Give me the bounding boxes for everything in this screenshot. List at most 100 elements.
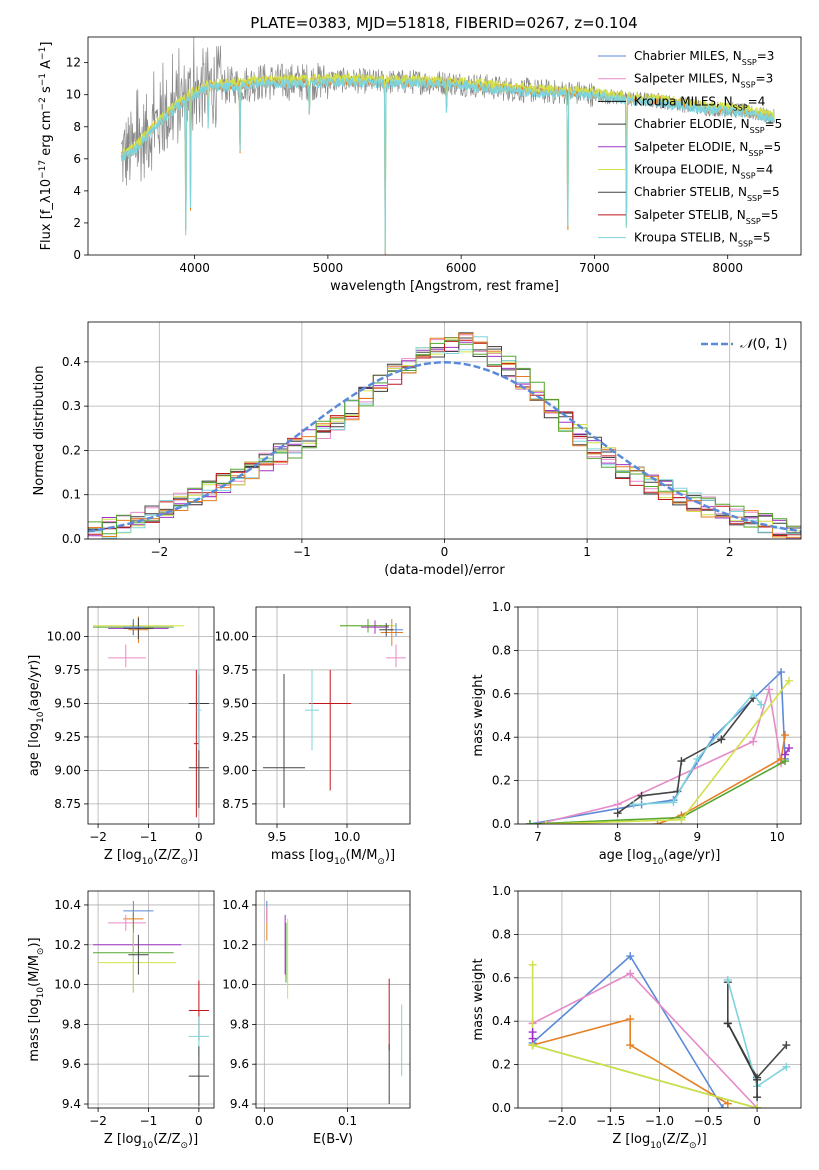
- series-salpeter_elodie: [528, 1028, 537, 1043]
- x-tick-label: 7000: [579, 261, 610, 275]
- y-tick-label: 1.0: [492, 884, 511, 898]
- x-axis-label: Z [log10(Z/Z⊙)]: [104, 848, 198, 867]
- x-tick-label: −1: [140, 1114, 158, 1128]
- y-tick-label: 2: [73, 216, 81, 230]
- x-tick-label: 2: [726, 545, 734, 559]
- data-point: [749, 737, 758, 746]
- age_vs_Z-grid: [88, 607, 214, 824]
- y-tick-label: 0.8: [492, 643, 511, 657]
- residuals-frame: [87, 321, 802, 540]
- series-line: [529, 760, 786, 824]
- data-point: [777, 668, 786, 677]
- y-tick-label: 0.0: [492, 817, 511, 831]
- x-tick-label: 6000: [446, 261, 477, 275]
- data-point: [626, 969, 635, 978]
- y-tick-label: 10.2: [54, 938, 81, 952]
- x-axis-label: Z [log10(Z/Z⊙)]: [104, 1132, 198, 1151]
- mass_vs_ebv-grid: [256, 891, 410, 1108]
- y-tick-label: 0.2: [62, 443, 81, 457]
- data-point: [782, 1062, 791, 1071]
- error-bar-point: [196, 669, 202, 751]
- series-line: [532, 1017, 729, 1105]
- spectrum-panel: 4000 5000 6000 7000 8000 0 2 4 6 8 10 12 wavelength …: [38, 36, 802, 294]
- y-tick-label: 0.0: [492, 1101, 511, 1115]
- y-tick-label: 9.6: [230, 1057, 249, 1071]
- histogram-green: [88, 339, 801, 535]
- error-bar-point: [379, 623, 394, 637]
- legend-label: Kroupa ELODIE, NSSP=4: [634, 163, 773, 181]
- data-point: [613, 809, 622, 818]
- x-tick-label: −2: [89, 1114, 107, 1128]
- error-bar-point: [386, 644, 406, 668]
- error-bar-point: [193, 669, 199, 818]
- legend-label-normal: 𝒩(0, 1): [740, 337, 787, 352]
- x-tick-label: 0: [195, 1114, 203, 1128]
- legend-label: Salpeter ELODIE, NSSP=5: [634, 140, 781, 158]
- y-tick-label: 9.75: [54, 663, 81, 677]
- x-tick-label: 0: [753, 1114, 761, 1128]
- series-kroupa_elodie: [541, 676, 794, 824]
- error-bar-point: [309, 669, 352, 791]
- error-bar-point: [93, 934, 182, 955]
- y-tick-label: 8.75: [54, 797, 81, 811]
- x-tick-label: −2.0: [547, 1114, 576, 1128]
- x-axis-label: mass [log10(M/M⊙)]: [271, 848, 395, 867]
- y-tick-label: 9.50: [54, 696, 81, 710]
- error-bar-point: [380, 619, 403, 646]
- x-tick-label: 1: [583, 545, 591, 559]
- y-tick-label: 0.4: [492, 1014, 511, 1028]
- data-point: [528, 960, 537, 969]
- x-tick-label: 7: [534, 830, 542, 844]
- series-orange: [528, 1015, 732, 1108]
- data-point: [541, 820, 550, 824]
- age_vs_mass-frame: [255, 606, 411, 825]
- mass_vs_ebv-plot-area: [266, 900, 403, 1105]
- y-tick-label: 8.75: [222, 797, 249, 811]
- data-point: [677, 815, 686, 824]
- histogram-salpeter_stelib: [88, 339, 801, 536]
- mass_vs_Z-plot-area: [93, 900, 209, 1107]
- y-tick-label: 10.0: [54, 978, 81, 992]
- data-point: [693, 754, 702, 763]
- x-tick-label: 9.5: [267, 830, 286, 844]
- spectrum-legend: Chabrier MILES, NSSP=3 Salpeter MILES, NS…: [598, 49, 782, 248]
- y-tick-label: 10.4: [54, 898, 81, 912]
- data-point: [626, 1015, 635, 1024]
- series-orange: [653, 731, 790, 824]
- mass-weight-vs-metallicity-panel: −2.0 −1.5 −1.0 −0.5 0 0.0 0.2 0.4 0.6 0.8 1.0 Z [lo…: [471, 884, 802, 1151]
- data-point: [781, 731, 790, 740]
- y-tick-label: 0.4: [492, 730, 511, 744]
- mass_vs_Z-grid: [88, 891, 214, 1108]
- y-tick-label: 9.00: [54, 763, 81, 777]
- model-spectrum-kroupa_stelib: [120, 76, 775, 254]
- mass_vs_Z-frame: [87, 890, 215, 1109]
- x-tick-label: 0: [441, 545, 449, 559]
- x-tick-label: 10.0: [334, 830, 361, 844]
- y-tick-label: 9.25: [222, 730, 249, 744]
- age_vs_mass-grid: [256, 607, 410, 824]
- data-point: [533, 820, 542, 824]
- legend-label: Kroupa MILES, NSSP=4: [634, 94, 765, 112]
- x-tick-label: −2: [89, 830, 107, 844]
- series-kroupa_stelib: [629, 689, 766, 809]
- data-point: [765, 685, 774, 694]
- x-tick-label: 0.1: [338, 1114, 357, 1128]
- legend-label: Chabrier MILES, NSSP=3: [634, 49, 774, 67]
- y-tick-label: 10.00: [47, 629, 81, 643]
- y-tick-label: 9.75: [222, 663, 249, 677]
- y-tick-label: 6: [73, 152, 81, 166]
- normal-curve: [88, 361, 801, 533]
- data-point: [757, 700, 766, 709]
- residuals-panel: −2 −1 0 1 2 0.0 0.1 0.2 0.3 0.4 (data-model)/error…: [32, 321, 802, 578]
- series-chabrier_elodie: [723, 1019, 762, 1102]
- y-tick-label: 0.4: [62, 355, 81, 369]
- age-vs-mass-panel: 9.5 10.0 8.75 9.00 9.25 9.50 9.75 10.00 mass [lo…: [215, 606, 411, 867]
- mass_vs_ebv-frame: [255, 890, 411, 1109]
- y-axis-label: mass weight: [471, 958, 486, 1040]
- y-tick-label: 10.0: [222, 978, 249, 992]
- series-line: [657, 734, 786, 824]
- x-axis-label: Z [log10(Z/Z⊙)]: [612, 1132, 706, 1151]
- x-tick-label: −1.5: [596, 1114, 625, 1128]
- error-bar-point: [263, 673, 305, 808]
